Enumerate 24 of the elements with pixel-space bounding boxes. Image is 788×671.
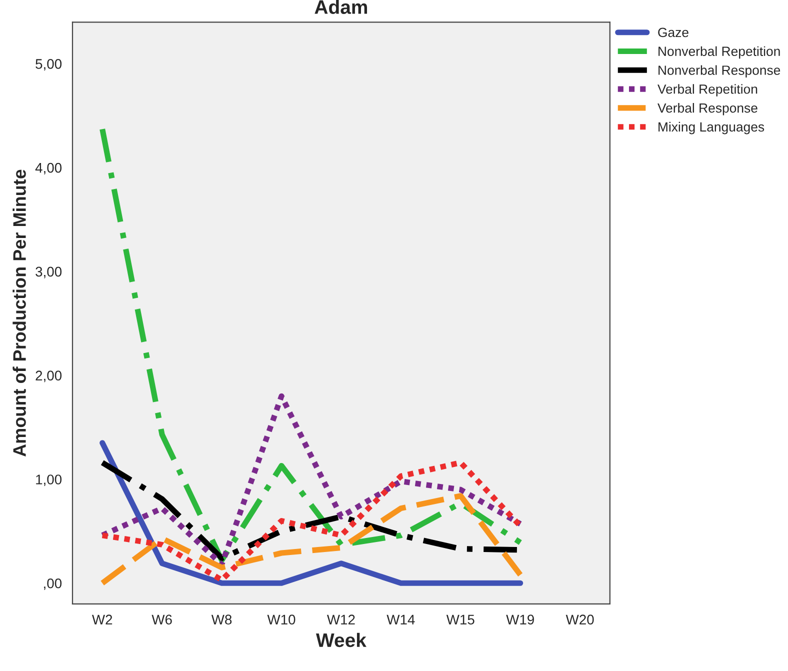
x-tick-label: W10: [267, 614, 296, 625]
y-tick-label: 3,00: [36, 266, 62, 278]
y-tick-label: 4,00: [35, 162, 62, 174]
legend-label: Nonverbal Response: [658, 65, 780, 78]
x-tick-label: W15: [446, 614, 474, 625]
y-axis-title: Amount of Production Per Minute: [12, 170, 26, 456]
legend-label: Gaze: [658, 28, 688, 38]
legend-label: Verbal Repetition: [658, 84, 758, 96]
x-tick-label: W14: [386, 614, 415, 624]
x-axis-title: Week: [316, 632, 366, 648]
y-tick-label: 5,00: [36, 59, 62, 71]
legend-label: Mixing Languages: [658, 122, 764, 134]
x-tick-label: W8: [211, 614, 232, 625]
legend-label: Nonverbal Repetition: [658, 46, 780, 59]
legend-label: Verbal Response: [658, 103, 758, 116]
y-tick-label: 2,00: [36, 370, 62, 382]
y-tick-label: ,00: [44, 578, 62, 590]
x-tick-label: W6: [152, 614, 172, 625]
chart-title: Adam: [314, 0, 368, 14]
x-tick-label: W2: [92, 614, 112, 624]
x-tick-label: W20: [566, 614, 594, 625]
x-tick-label: W19: [506, 614, 534, 625]
x-tick-label: W12: [326, 614, 355, 624]
y-tick-label: 1,00: [36, 474, 62, 486]
